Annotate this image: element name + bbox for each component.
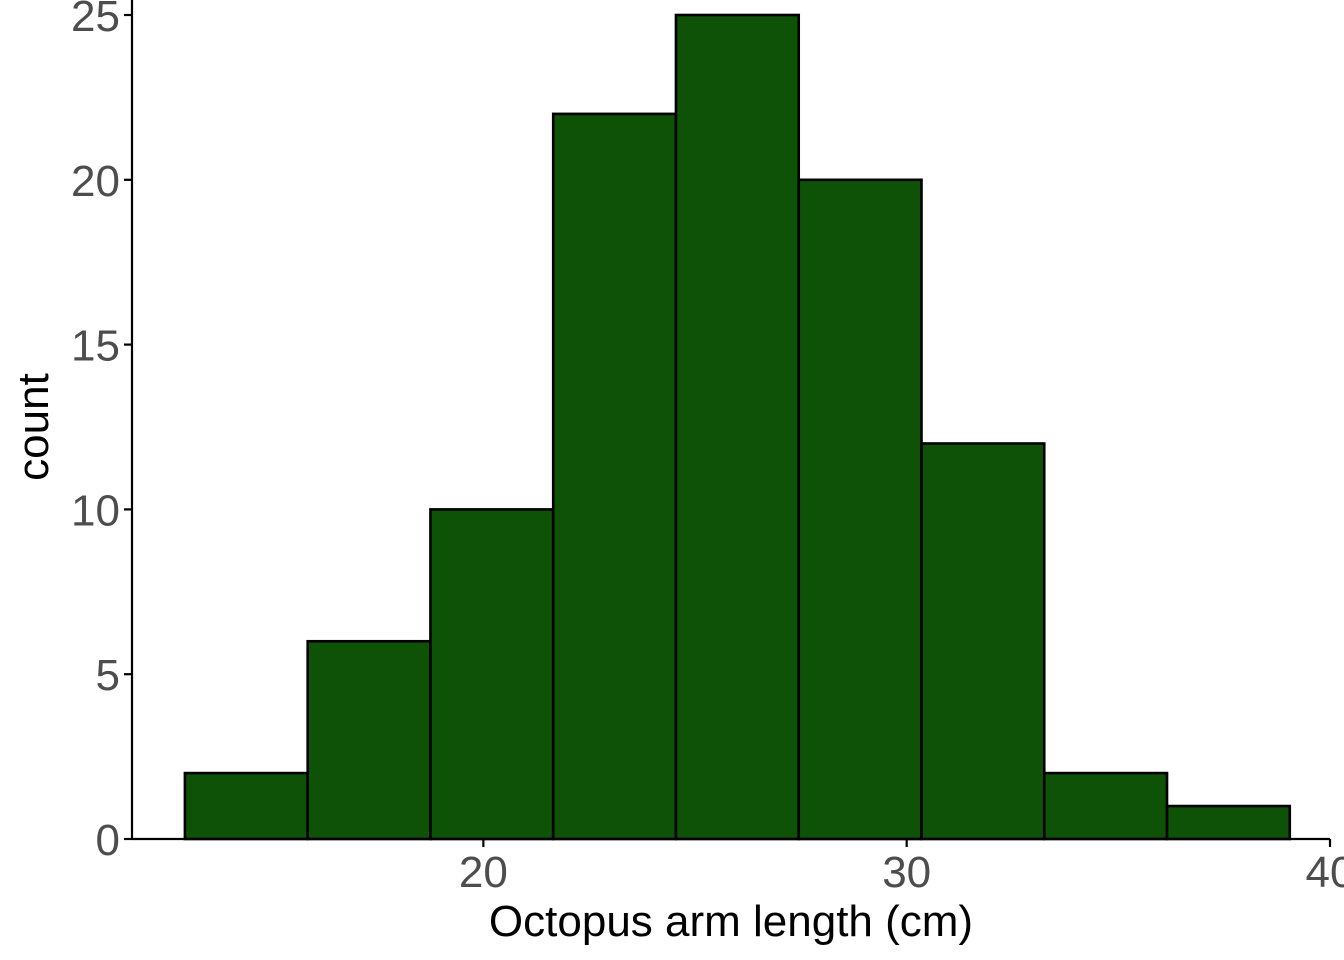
histogram-bar-6 xyxy=(797,178,923,841)
x-axis-title: Octopus arm length (cm) xyxy=(489,897,973,946)
histogram-bar-9 xyxy=(1165,804,1292,841)
y-tick-label-5: 5 xyxy=(96,651,120,700)
x-tick-label-40: 40 xyxy=(1306,848,1344,897)
histogram-bar-7 xyxy=(920,442,1046,841)
histogram-bar-3 xyxy=(429,508,555,841)
histogram-bar-8 xyxy=(1042,771,1169,841)
histogram-bar-2 xyxy=(306,639,432,841)
histogram-bar-4 xyxy=(551,112,678,841)
histogram-bar-1 xyxy=(183,771,309,841)
x-tick-label-30: 30 xyxy=(882,848,931,897)
y-tick-label-0: 0 xyxy=(96,816,120,865)
bars-group xyxy=(183,13,1292,841)
y-tick-label-20: 20 xyxy=(71,157,120,206)
x-tick-label-20: 20 xyxy=(459,848,508,897)
y-tick-label-10: 10 xyxy=(71,486,120,535)
y-axis-ticks: 0 5 10 15 20 25 xyxy=(71,0,132,865)
histogram-bar-5 xyxy=(674,13,801,841)
y-axis-title: count xyxy=(9,373,58,481)
x-axis-ticks: 20 30 40 xyxy=(459,839,1344,897)
y-tick-label-25: 25 xyxy=(71,0,120,41)
y-tick-label-15: 15 xyxy=(71,322,120,371)
